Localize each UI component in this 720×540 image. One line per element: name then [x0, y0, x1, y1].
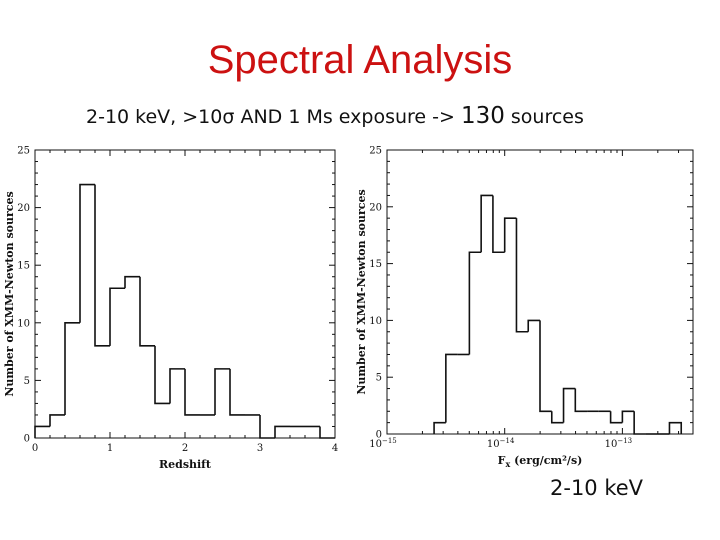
y-tick-label: 25: [369, 146, 382, 157]
histogram-bin: [229, 368, 245, 416]
histogram-bin: [34, 425, 50, 438]
y-tick-label: 20: [17, 203, 30, 214]
histogram-bin: [468, 251, 482, 355]
histogram-bin: [550, 411, 564, 424]
subtitle-energy-band: 2-10 keV, >10: [86, 106, 223, 128]
histogram-bin: [124, 275, 140, 289]
histogram-bins: [433, 194, 683, 435]
y-tick-label: 15: [369, 259, 382, 270]
histogram-bin: [574, 388, 588, 413]
x-tick-label: 1: [107, 443, 113, 454]
histogram-bin: [539, 320, 552, 413]
y-axis-label: Number of XMM-Newton sources: [355, 189, 368, 394]
histogram-bin: [64, 322, 80, 415]
histogram-bin: [214, 368, 230, 415]
histogram-bin: [480, 194, 493, 253]
histogram-bins: [34, 183, 335, 439]
y-tick-label: 0: [376, 430, 382, 441]
y-tick-label: 20: [369, 202, 382, 213]
x-tick-label: 10−14: [487, 437, 515, 450]
histogram-bin: [139, 276, 155, 347]
histogram-bin: [433, 421, 446, 434]
histogram-bin: [527, 319, 540, 332]
histogram-bin: [49, 414, 65, 427]
x-tick-label: 3: [257, 443, 263, 454]
y-tick-label: 10: [369, 316, 382, 327]
histogram-bin: [668, 421, 683, 434]
y-tick-label: 0: [24, 434, 30, 445]
x-tick-label: 2: [182, 443, 188, 454]
subtitle-source-count: 130: [460, 103, 505, 129]
histogram-bin: [79, 183, 95, 323]
flux-histogram: 0 5 10 15 20 25 10−15 10−14 10−13 Number of XMM-N…: [355, 146, 694, 469]
x-tick-label: 0: [32, 443, 38, 454]
histogram-bin: [154, 345, 170, 405]
slide-title: Spectral Analysis: [207, 38, 513, 82]
x-axis-label: Fx (erg/cm²/s): [498, 454, 583, 469]
histogram-bin: [492, 195, 505, 254]
y-tick-label: 5: [24, 376, 30, 387]
histogram-bin: [562, 387, 576, 423]
y-axis-label: Number of XMM-Newton sources: [3, 191, 16, 396]
histogram-bin: [445, 353, 458, 423]
subtitle-sigma: σ: [222, 106, 235, 128]
histogram-bin: [259, 414, 275, 439]
histogram-bin: [169, 368, 185, 404]
x-tick-label: 4: [332, 443, 338, 454]
histogram-bin: [184, 368, 200, 416]
histogram-bin: [503, 217, 517, 253]
histogram-bin: [515, 218, 529, 333]
slide-subtitle: 2-10 keV, >10σ AND 1 Ms exposure -> 130 …: [86, 103, 706, 129]
histogram-bin: [633, 411, 646, 435]
y-tick-label: 5: [376, 373, 382, 384]
histogram-bin: [621, 410, 635, 423]
energy-band-label: 2-10 keV: [550, 476, 644, 500]
redshift-histogram: 0 5 10 15 20 25 0 1 2 3 4 Number of XMM-Newton sour…: [3, 146, 338, 472]
subtitle-sources-word: sources: [504, 106, 584, 128]
x-tick-label: 10−15: [369, 437, 397, 450]
histogram-bin: [94, 184, 110, 347]
y-tick-label: 15: [17, 261, 30, 272]
histogram-bin: [319, 426, 335, 439]
y-tick-label: 25: [17, 146, 30, 157]
subtitle-condition: AND 1 Ms exposure ->: [234, 106, 461, 128]
histogram-bin: [609, 411, 623, 424]
y-tick-label: 10: [17, 318, 30, 329]
histogram-bin: [109, 287, 125, 346]
x-tick-label: 10−13: [605, 437, 633, 450]
histogram-bin: [274, 425, 290, 438]
x-axis-label: Redshift: [159, 458, 212, 471]
